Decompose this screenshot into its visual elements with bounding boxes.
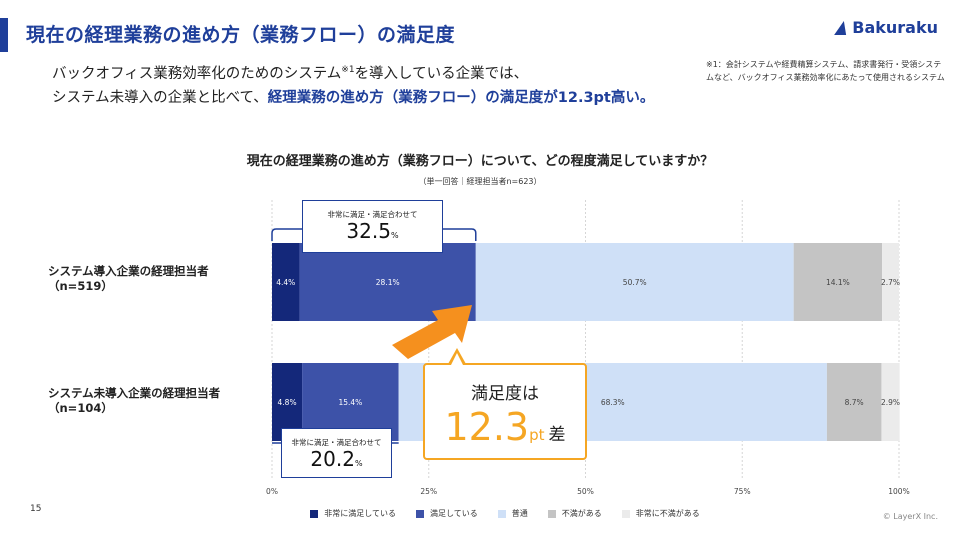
data-label: 68.3% <box>601 398 625 407</box>
bar-segment <box>475 243 794 321</box>
bar-segment <box>299 243 476 321</box>
legend-swatch <box>497 509 506 518</box>
lead-line-1a: バックオフィス業務効率化のためのシステム <box>52 65 342 82</box>
x-tick-label: 0% <box>266 487 278 496</box>
callout-value-1: 32.5% <box>303 220 442 247</box>
legend-swatch <box>621 509 630 518</box>
callout-label-2: 非常に満足・満足合わせて <box>291 438 382 447</box>
x-tick-label: 50% <box>577 487 594 496</box>
copyright: © LayerX Inc. <box>882 512 938 521</box>
bar-segment <box>882 243 899 321</box>
legend-swatch <box>416 509 424 518</box>
data-label: 2.7% <box>881 278 900 287</box>
callout-number-1: 32.5 <box>346 219 391 243</box>
legend-label: 非常に満足している <box>324 509 396 518</box>
legend-item: 非常に満足している <box>310 508 396 519</box>
difference-tail-inner <box>451 353 463 365</box>
data-label: 15.4% <box>338 398 362 407</box>
legend-swatch <box>310 509 319 518</box>
lead-line-2: システム未導入の企業と比べて、経理業務の進め方（業務フロー）の満足度が12.3p… <box>52 86 654 110</box>
difference-label: 満足度は <box>471 384 539 404</box>
lead-text: バックオフィス業務効率化のためのシステム※1を導入している企業では、 システム未… <box>52 58 654 110</box>
category-label-1: システム導入企業の経理担当者 （n=519） <box>48 264 209 293</box>
callout-value-2: 20.2% <box>282 448 391 475</box>
legend-item: 非常に不満がある <box>621 508 700 519</box>
title-accent-bar <box>0 18 8 52</box>
legend-label: 非常に不満がある <box>635 509 700 518</box>
category-label-2: システム未導入企業の経理担当者 （n=104） <box>48 386 221 415</box>
lead-sup: ※1 <box>341 65 355 75</box>
difference-value-row: 12.3pt 差 <box>425 406 585 456</box>
x-tick-label: 100% <box>888 487 909 496</box>
lead-highlight: 経理業務の進め方（業務フロー）の満足度が12.3pt高い。 <box>267 89 655 106</box>
page-title: 現在の経理業務の進め方（業務フロー）の満足度 <box>26 24 456 46</box>
callout-non-users: 非常に満足・満足合わせて 20.2% <box>281 428 392 478</box>
difference-callout: 満足度は 12.3pt 差 <box>423 363 587 460</box>
legend-label: 不満がある <box>561 509 602 518</box>
callout-system-users: 非常に満足・満足合わせて 32.5% <box>302 200 443 253</box>
callout-number-2: 20.2 <box>310 447 355 471</box>
orange-arrow-icon <box>392 305 472 359</box>
data-label: 4.8% <box>278 398 297 407</box>
legend-item: 不満がある <box>547 508 602 519</box>
logo: Bakuraku <box>834 18 938 37</box>
callout-unit-2: % <box>354 459 363 468</box>
difference-value: 12.3 <box>444 405 530 449</box>
x-tick-label: 75% <box>734 487 751 496</box>
difference-unit: pt <box>529 426 545 444</box>
callout-label-1: 非常に満足・満足合わせて <box>327 210 418 219</box>
data-label: 8.7% <box>845 398 864 407</box>
bar-segment <box>881 363 900 441</box>
footnote: ※1：会計システムや経費精算システム、請求書発行・受領システムなど、バックオフィ… <box>706 60 945 82</box>
chart-legend: 非常に満足している 満足している 普通 不満がある 非常に不満がある <box>0 508 960 520</box>
legend-swatch <box>547 509 556 518</box>
lead-line-2a: システム未導入の企業と比べて、 <box>52 89 268 106</box>
chart-subtitle: （単一回答｜経理担当者n=623） <box>418 177 542 186</box>
lead-line-1b: を導入している企業では、 <box>354 65 529 82</box>
data-label: 14.1% <box>826 278 850 287</box>
data-label: 4.4% <box>276 278 295 287</box>
logo-text: Bakuraku <box>852 18 938 37</box>
chart-title: 現在の経理業務の進め方（業務フロー）について、どの程度満足していますか？ <box>246 154 714 169</box>
data-label: 2.9% <box>881 398 900 407</box>
legend-label: 普通 <box>511 509 528 518</box>
legend-item: 普通 <box>497 508 528 519</box>
page-number: 15 <box>30 504 42 514</box>
data-label: 50.7% <box>623 278 647 287</box>
lead-line-1: バックオフィス業務効率化のためのシステム※1を導入している企業では、 <box>52 58 654 86</box>
x-tick-label: 25% <box>420 487 437 496</box>
bar-segment <box>793 243 883 321</box>
bar-segment <box>826 363 882 441</box>
difference-suffix: 差 <box>548 425 566 445</box>
legend-item: 満足している <box>416 508 478 519</box>
legend-label: 満足している <box>430 509 478 518</box>
bar-segment <box>272 243 300 321</box>
callout-unit-1: % <box>390 231 399 240</box>
data-label: 28.1% <box>376 278 400 287</box>
